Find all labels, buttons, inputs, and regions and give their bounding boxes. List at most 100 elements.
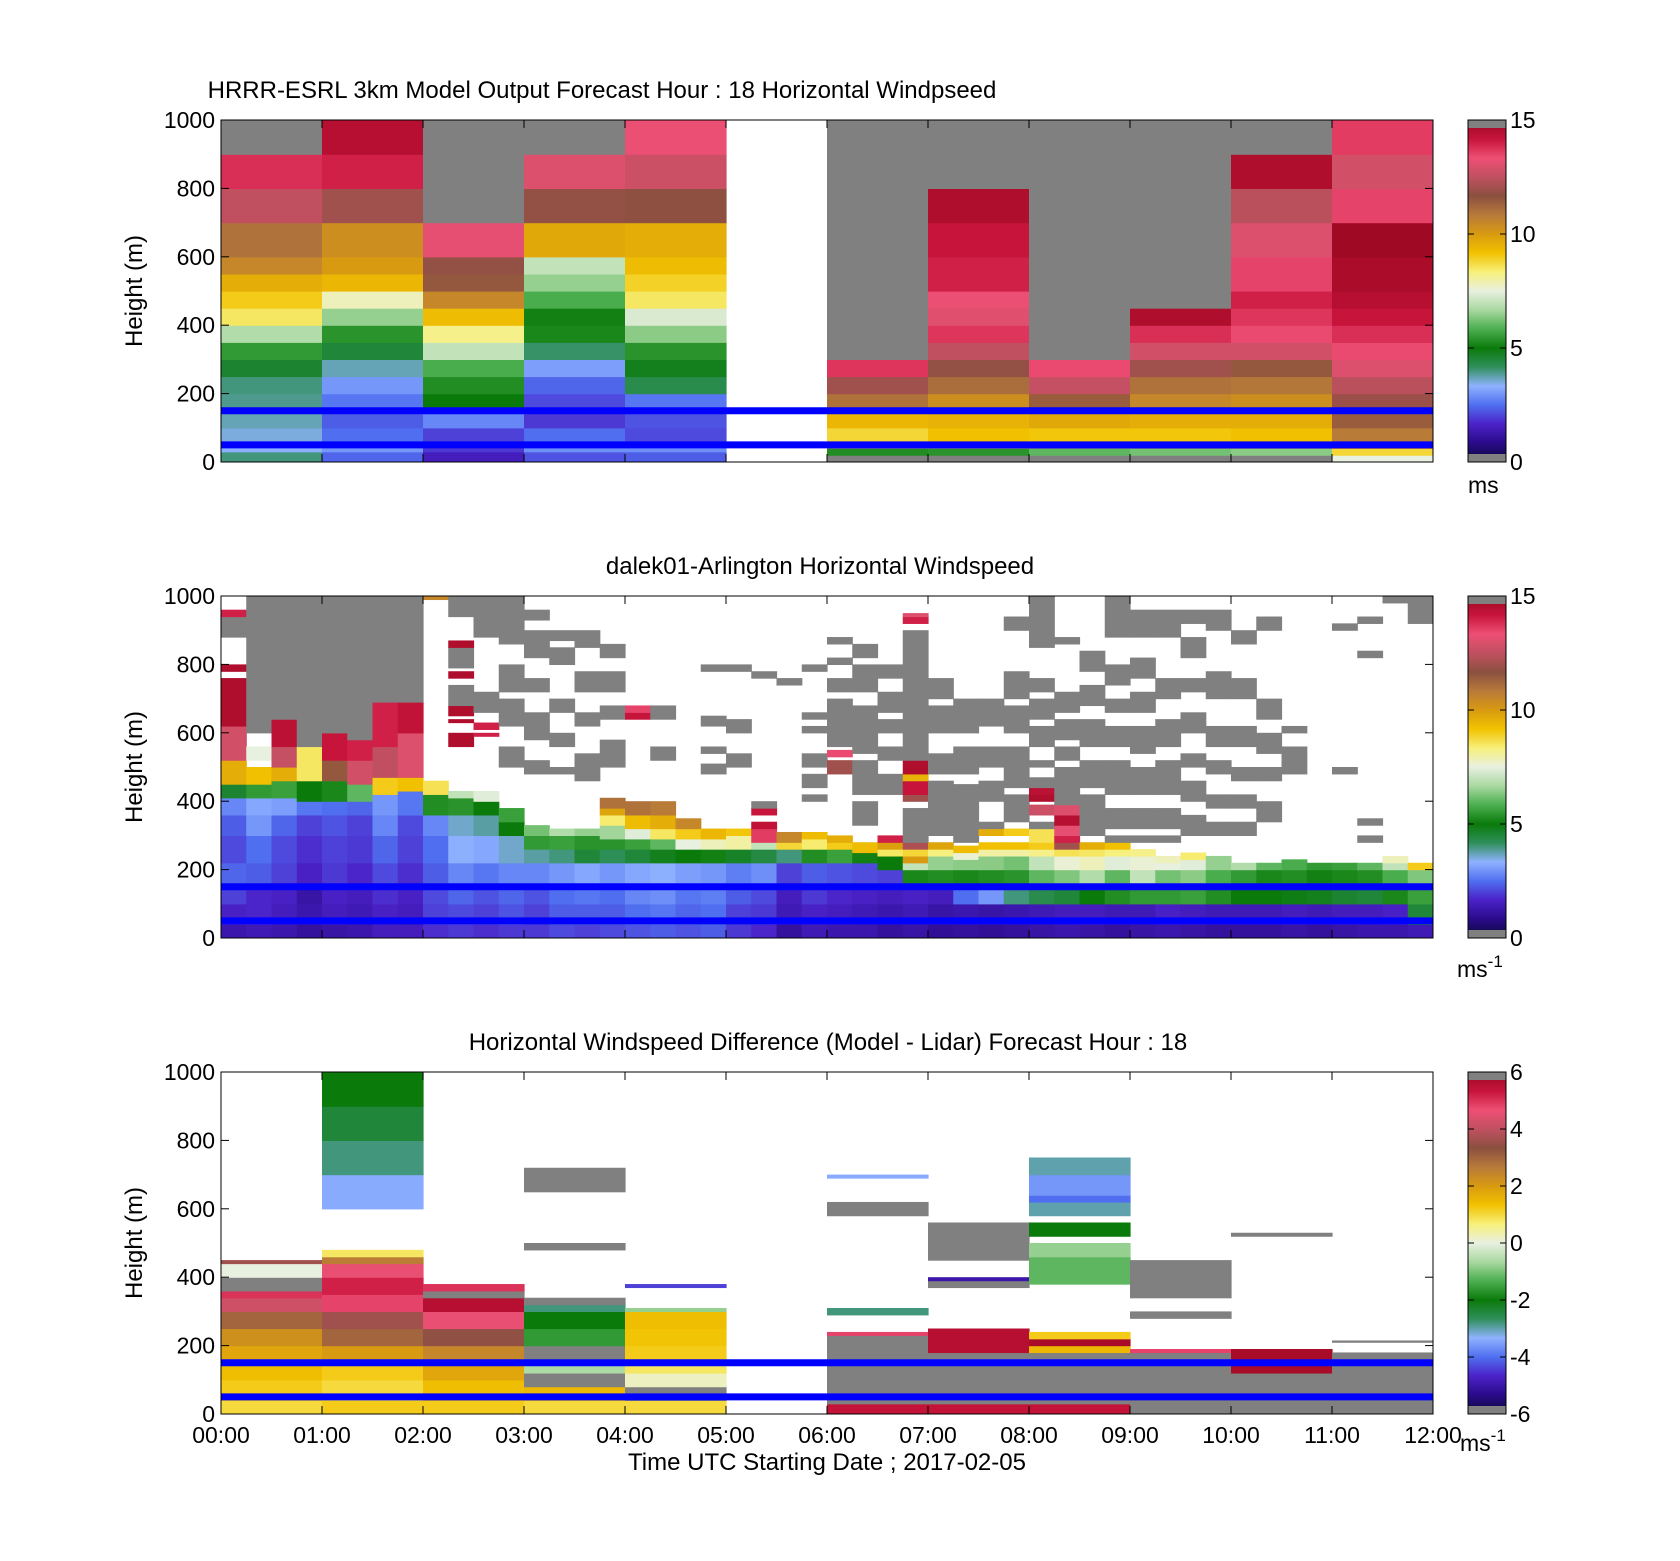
- heatmap-cell: [928, 188, 1030, 224]
- x-tick-label: 04:00: [596, 1422, 654, 1448]
- heatmap-cell: [322, 1277, 424, 1295]
- heatmap-cell: [221, 451, 323, 462]
- heatmap-cell: [625, 427, 727, 443]
- heatmap-cell: [524, 222, 626, 258]
- heatmap-cell: [423, 835, 449, 864]
- heatmap-cell: [1029, 427, 1131, 443]
- y-tick-label: 600: [177, 1196, 215, 1222]
- heatmap-cell: [902, 849, 929, 857]
- heatmap-cell: [221, 784, 247, 799]
- heatmap-cell: [524, 1362, 626, 1374]
- heatmap-cell: [574, 712, 601, 727]
- y-tick-label: 0: [202, 1401, 215, 1427]
- heatmap-cell: [322, 780, 348, 802]
- heatmap-cell: [700, 763, 727, 775]
- heatmap-cell: [1332, 325, 1433, 343]
- heatmap-cell: [1104, 849, 1131, 857]
- heatmap-cell: [1003, 794, 1030, 823]
- heatmap-cell: [801, 862, 828, 884]
- heatmap-cell: [549, 849, 576, 864]
- heatmap-cell: [372, 814, 399, 836]
- heatmap-cell: [1231, 376, 1333, 395]
- heatmap-cell: [877, 835, 904, 843]
- heatmap-cell: [221, 1362, 323, 1381]
- heatmap-cell: [1332, 308, 1433, 326]
- heatmap-cell: [1029, 1345, 1131, 1354]
- heatmap-cell: [296, 780, 323, 802]
- heatmap-cell: [625, 838, 651, 850]
- heatmap-cell: [1155, 855, 1182, 864]
- heatmap-cell: [1079, 869, 1106, 884]
- heatmap-cell: [928, 849, 954, 857]
- heatmap-cell: [271, 719, 298, 748]
- heatmap-cell: [549, 862, 576, 884]
- heatmap-cell: [1155, 609, 1182, 638]
- heatmap-cell: [322, 1174, 424, 1210]
- heatmap-cell: [524, 630, 550, 659]
- heatmap-cell: [473, 814, 500, 836]
- heatmap-cell: [1029, 924, 1055, 938]
- heatmap-cell: [1180, 814, 1207, 836]
- colorbar-missing-band: [1468, 596, 1506, 604]
- colorbar: -6 -4 -2 0 2 4 6: [1467, 1059, 1531, 1427]
- heatmap-cell: [524, 835, 550, 850]
- heatmap-cell: [675, 849, 702, 864]
- heatmap-cell: [1079, 849, 1106, 857]
- heatmap-cell: [1003, 842, 1030, 850]
- heatmap-cell: [1029, 410, 1131, 429]
- heatmap-cell: [1231, 862, 1257, 871]
- heatmap-cell: [928, 1277, 1030, 1282]
- heatmap-cell: [524, 609, 550, 621]
- heatmap-cell: [221, 1263, 323, 1278]
- heatmap-cell: [524, 342, 626, 360]
- heatmap-cell: [1130, 691, 1156, 713]
- heatmap-cell: [423, 120, 525, 224]
- colorbar-tick-label: -2: [1510, 1287, 1530, 1313]
- heatmap-cell: [827, 455, 929, 462]
- heatmap-cell: [473, 835, 500, 864]
- colorbar-frame: [1467, 119, 1507, 463]
- heatmap-cell: [1079, 924, 1106, 938]
- heatmap-cell: [1155, 760, 1182, 795]
- heatmap-cell: [751, 862, 778, 884]
- heatmap-cell: [347, 801, 374, 816]
- heatmap-cell: [246, 746, 273, 761]
- heatmap-cell: [776, 842, 803, 850]
- colorbar: 0 5 10 15: [1467, 107, 1536, 475]
- y-tick-label: 0: [202, 925, 215, 951]
- heatmap-cell: [1029, 455, 1131, 462]
- heatmap-cell: [1054, 767, 1081, 806]
- heatmap-cell: [1382, 855, 1409, 864]
- heatmap-cell: [423, 1290, 525, 1299]
- x-tick-label: 00:00: [192, 1422, 250, 1448]
- heatmap-cell: [625, 814, 651, 830]
- heatmap-cell: [322, 862, 348, 884]
- heatmap-cell: [1281, 746, 1308, 775]
- x-tick-label: 12:00: [1404, 1422, 1462, 1448]
- heatmap-cell: [1332, 1340, 1433, 1343]
- heatmap-cell: [1357, 616, 1384, 624]
- heatmap-cell: [271, 862, 298, 884]
- colorbar-missing-band: [1468, 1406, 1506, 1414]
- heatmap-cell: [1180, 678, 1207, 693]
- heatmap-cell: [1130, 325, 1232, 343]
- heatmap-cell: [473, 924, 500, 938]
- heatmap-cell: [599, 924, 626, 938]
- heatmap-cell: [1332, 222, 1433, 258]
- heatmap-cell: [1029, 1195, 1131, 1203]
- heatmap-cell: [549, 630, 576, 642]
- y-tick-label: 400: [177, 1264, 215, 1290]
- heatmap-cell: [928, 342, 1030, 360]
- heatmap-cell: [549, 647, 576, 665]
- heatmap-cell: [221, 256, 323, 275]
- heatmap-cell: [1054, 814, 1081, 826]
- heatmap-cell: [1231, 1403, 1333, 1414]
- y-tick-label: 800: [177, 1127, 215, 1153]
- heatmap-cell: [928, 753, 954, 775]
- heatmap-cell: [524, 1372, 626, 1388]
- heatmap-cell: [625, 451, 727, 462]
- heatmap-cell: [524, 678, 550, 693]
- heatmap-cell: [928, 869, 954, 884]
- heatmap-cell: [322, 1106, 424, 1141]
- heatmap-cell: [423, 273, 525, 292]
